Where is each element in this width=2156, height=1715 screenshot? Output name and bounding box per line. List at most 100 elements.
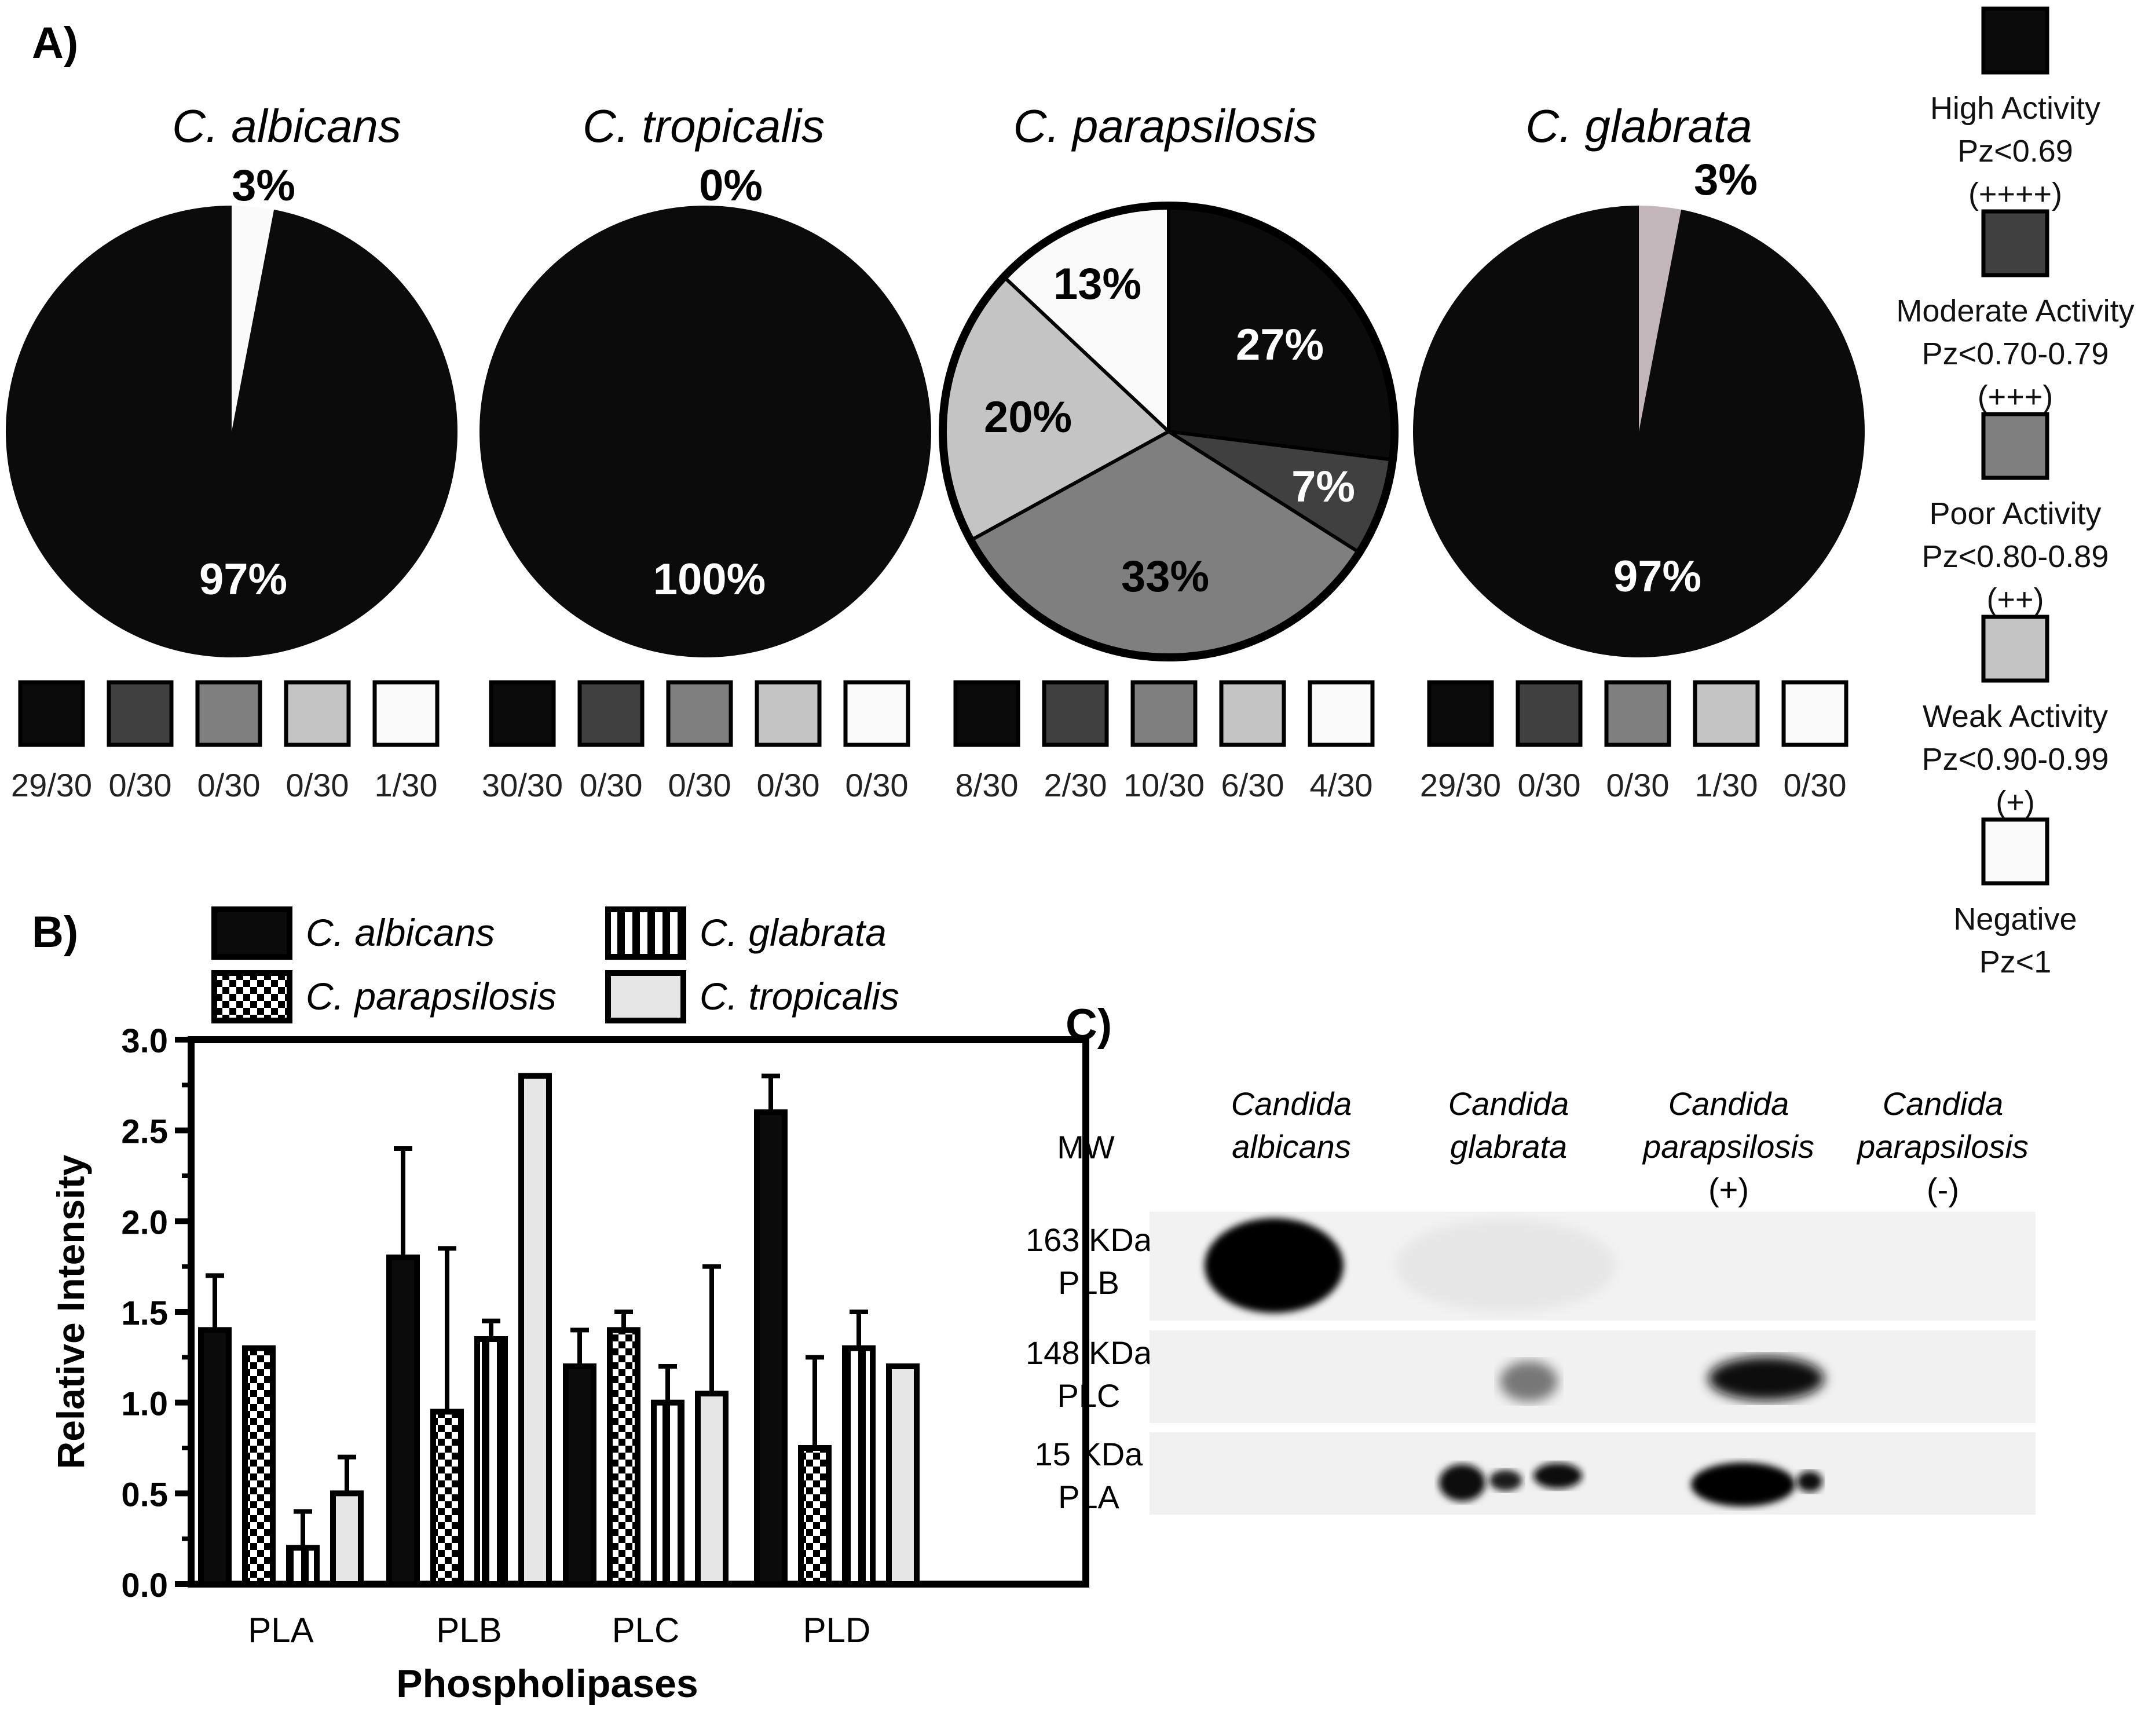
count-high: 29/30 [1420,767,1501,803]
band-pla-parapsilosis-pos [1691,1462,1795,1506]
count-weak: 1/30 [1695,767,1758,803]
legend-text: Pz<1 [1979,945,2052,979]
pie-label-weak: 20% [984,393,1072,442]
blot-column-header: parapsilosis [1642,1128,1814,1165]
blot-strip-plc [1150,1330,2036,1423]
legend-text: (++++) [1968,177,2062,211]
y-tick-label: 2.0 [121,1204,168,1241]
count-weak: 0/30 [286,767,349,803]
x-tick-label: PLD [803,1611,871,1650]
bar-legend-swatch [211,970,292,1023]
bar-legend-label: C. albicans [306,911,495,954]
swatch-weak [1219,680,1286,747]
count-poor: 0/30 [668,767,731,803]
blot-column-header: glabrata [1450,1128,1567,1165]
legend-item-moderate: Moderate Activity Pz<0.70-0.79 (+++) [1896,209,2135,414]
pie-title: C. albicans [172,100,401,152]
pie-title: C. glabrata [1525,100,1752,152]
blot-strip-pla [1150,1432,2036,1515]
count-moderate: 0/30 [580,767,643,803]
count-negative: 4/30 [1310,767,1373,803]
swatch-moderate [577,680,645,747]
bar-plb-0 [386,1255,420,1587]
bar-plc-3 [695,1391,729,1587]
blot-row-label: 148 KDa [1026,1334,1152,1371]
pie-ctropicalis: C. tropicalis 100% 0% 30/30 0/30 0/30 0/30 0/30 [479,100,931,803]
swatch-poor [1130,680,1198,747]
legend-swatch-high [1981,6,2049,75]
pie-cglabrata: C. glabrata 97% 3% 29/30 0/30 0/30 1/30 0/30 [1413,100,1865,803]
y-tick-label: 0.5 [121,1476,168,1513]
x-tick-label: PLA [248,1611,313,1650]
x-tick-label: PLC [612,1611,680,1650]
legend-item-poor: Poor Activity Pz<0.80-0.89 (++) [1922,412,2109,617]
legend-text: Pz<0.80-0.89 [1922,539,2109,574]
blot-column-header: Candida [1668,1085,1789,1122]
bar-pld-1 [798,1445,832,1587]
bar-legend-swatch [605,906,686,960]
bar-pla-1 [242,1345,276,1588]
blot-row-label: 15 KDa [1035,1436,1144,1472]
pie-label-high: 27% [1236,320,1324,370]
bar-legend-label: C. glabrata [700,911,887,954]
blot-column-headers: Candida albicans Candida glabrata Candida par… [1231,1085,2029,1208]
blot-column-header: (-) [1927,1171,1959,1208]
panel-label-a: A) [32,19,78,68]
bar-pld-0 [754,1109,788,1588]
y-tick-label: 1.0 [121,1385,168,1423]
bar-pld-2 [842,1345,876,1588]
legend-text: (+) [1996,785,2035,820]
blot-column-header: albicans [1232,1128,1350,1165]
pie-slice-negative [232,206,274,432]
count-poor: 10/30 [1123,767,1205,803]
legend-text: Negative [1953,902,2077,937]
pie-label-high: 97% [1613,552,1701,601]
count-weak: 0/30 [757,767,820,803]
bar-plc-2 [651,1399,684,1588]
pie-label-negative: 0% [699,161,763,210]
western-blot: MW CandidaalbicansCandidaglabrataCandida… [1026,1085,2036,1515]
band-pla-glabrata-1 [1439,1464,1485,1501]
bar-plb-1 [430,1409,464,1587]
swatch-negative [1308,680,1375,747]
swatch-weak [1693,680,1760,747]
band-pla-parapsilosis-tail [1797,1471,1822,1492]
swatch-high [18,680,85,747]
blot-row-label: PLB [1058,1264,1119,1301]
legend-text: Weak Activity [1923,699,2108,734]
legend-text: (++) [1986,582,2044,617]
swatch-moderate [107,680,174,747]
legend-item-negative: Negative Pz<1 [1953,817,2077,979]
pie-label-weak: 3% [1694,155,1758,204]
bar-plc-0 [563,1363,596,1587]
pie-slice-high [1413,206,1865,658]
band-plc-parapsilosis-pos [1708,1356,1824,1400]
swatch-high [953,680,1020,747]
pie-slice-high [479,206,931,657]
count-negative: 0/30 [845,767,909,803]
legend-item-weak: Weak Activity Pz<0.90-0.99 (+) [1922,615,2109,820]
y-tick-label: 1.5 [121,1295,168,1332]
pie-label-poor: 33% [1121,552,1209,601]
mw-header: MW [1057,1129,1115,1165]
legend-swatch-moderate [1981,209,2049,277]
bar-legend-swatch [605,970,686,1023]
legend-text: Pz<0.70-0.79 [1922,337,2109,371]
y-tick-label: 0.0 [121,1567,168,1604]
smudge-plb-glabrata [1396,1219,1616,1312]
blot-column-header: Candida [1448,1085,1569,1122]
x-tick-label: PLB [436,1611,502,1650]
blot-row-label: PLC [1057,1377,1121,1414]
swatch-high [489,680,556,747]
blot-column-header: parapsilosis [1856,1128,2029,1165]
bar-pld-3 [886,1363,920,1587]
pie-calbicans: C. albicans 97% 3% 29/30 0/30 0/30 0/30 1/30 [6,100,458,803]
pie-slice-weak [1639,206,1682,432]
bar-pla-0 [198,1327,232,1587]
blot-column-header: Candida [1231,1085,1352,1122]
y-tick-label: 3.0 [121,1022,168,1060]
swatch-moderate [1042,680,1109,747]
legend-text: High Activity [1930,91,2100,126]
blot-row-label: 163 KDa [1026,1222,1152,1258]
